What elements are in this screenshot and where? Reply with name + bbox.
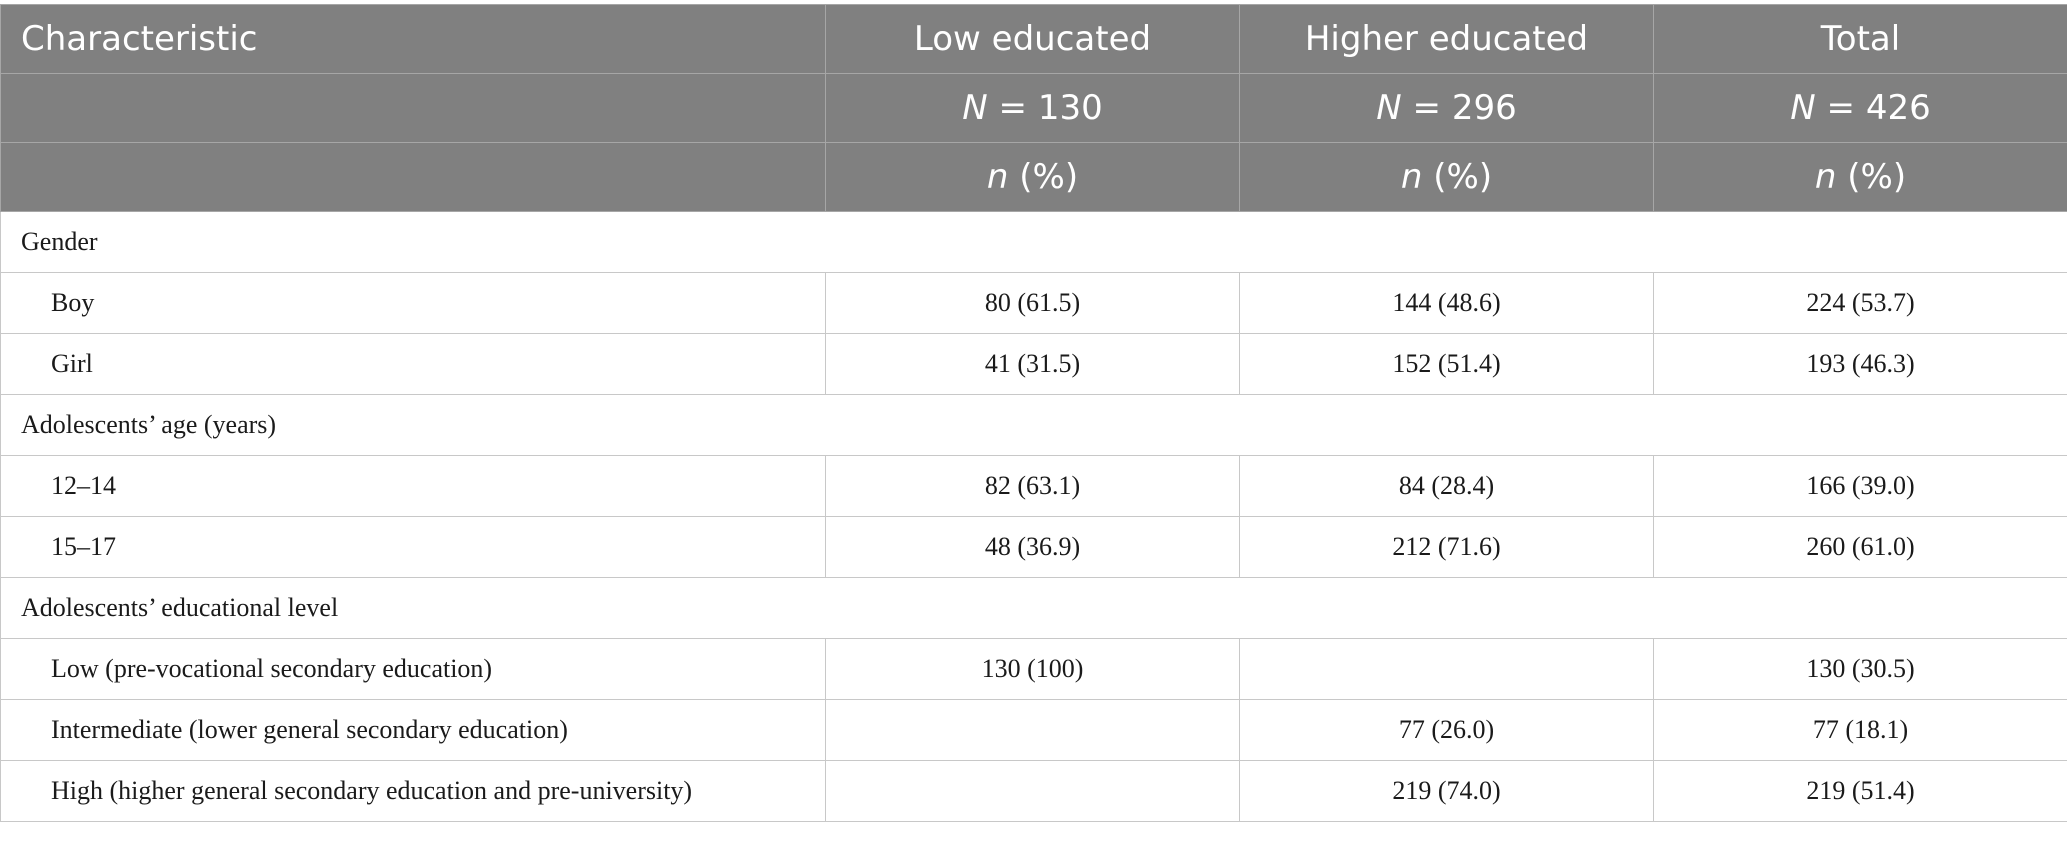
cell-low xyxy=(825,760,1240,822)
cell-low: 82 (63.1) xyxy=(825,455,1240,517)
cell-higher: 144 (48.6) xyxy=(1239,272,1654,334)
cell-low: 41 (31.5) xyxy=(825,333,1240,395)
header-characteristic: Characteristic xyxy=(0,4,826,74)
table-container: Characteristic Low educated Higher educa… xyxy=(0,4,2067,822)
n-symbol: N xyxy=(1376,88,1402,128)
n-symbol: N xyxy=(962,88,988,128)
header-n-empty xyxy=(0,73,826,143)
cell-higher: 84 (28.4) xyxy=(1239,455,1654,517)
cell-total: 224 (53.7) xyxy=(1653,272,2067,334)
header-n-higher: N = 296 xyxy=(1239,73,1654,143)
pct-label: (%) xyxy=(1008,157,1079,197)
table-row: Intermediate (lower general secondary ed… xyxy=(0,699,2067,761)
table-row: Boy 80 (61.5) 144 (48.6) 224 (53.7) xyxy=(0,272,2067,334)
cell-total: 260 (61.0) xyxy=(1653,516,2067,578)
row-label: 15–17 xyxy=(0,516,826,578)
header-pct-empty xyxy=(0,142,826,212)
header-n-total: N = 426 xyxy=(1653,73,2067,143)
header-row-n: N = 130 N = 296 N = 426 xyxy=(0,73,2067,143)
row-label: Intermediate (lower general secondary ed… xyxy=(0,699,826,761)
cell-total: 166 (39.0) xyxy=(1653,455,2067,517)
table-row: 15–17 48 (36.9) 212 (71.6) 260 (61.0) xyxy=(0,516,2067,578)
header-pct-higher: n (%) xyxy=(1239,142,1654,212)
section-title: Gender xyxy=(0,211,2067,273)
cell-higher xyxy=(1239,638,1654,700)
cell-higher: 77 (26.0) xyxy=(1239,699,1654,761)
pct-label: (%) xyxy=(1422,157,1493,197)
n-symbol: n xyxy=(1400,157,1423,197)
section-title: Adolescents’ educational level xyxy=(0,577,2067,639)
row-label: Low (pre-vocational secondary education) xyxy=(0,638,826,700)
n-symbol: n xyxy=(986,157,1009,197)
header-pct-low: n (%) xyxy=(825,142,1240,212)
header-n-low: N = 130 xyxy=(825,73,1240,143)
header-total: Total xyxy=(1653,4,2067,74)
row-label: Girl xyxy=(0,333,826,395)
section-row-education: Adolescents’ educational level xyxy=(0,577,2067,639)
section-row-gender: Gender xyxy=(0,211,2067,273)
header-low-educated: Low educated xyxy=(825,4,1240,74)
cell-higher: 212 (71.6) xyxy=(1239,516,1654,578)
cell-higher: 152 (51.4) xyxy=(1239,333,1654,395)
table-row: Girl 41 (31.5) 152 (51.4) 193 (46.3) xyxy=(0,333,2067,395)
header-row-titles: Characteristic Low educated Higher educa… xyxy=(0,4,2067,74)
section-row-age: Adolescents’ age (years) xyxy=(0,394,2067,456)
n-value: = 296 xyxy=(1401,88,1517,128)
cell-higher: 219 (74.0) xyxy=(1239,760,1654,822)
characteristics-table: Characteristic Low educated Higher educa… xyxy=(0,4,2067,822)
section-title: Adolescents’ age (years) xyxy=(0,394,2067,456)
cell-low: 80 (61.5) xyxy=(825,272,1240,334)
table-row: High (higher general secondary education… xyxy=(0,760,2067,822)
row-label: 12–14 xyxy=(0,455,826,517)
cell-low: 48 (36.9) xyxy=(825,516,1240,578)
pct-label: (%) xyxy=(1836,157,1907,197)
n-symbol: N xyxy=(1790,88,1816,128)
table-row: Low (pre-vocational secondary education)… xyxy=(0,638,2067,700)
cell-total: 130 (30.5) xyxy=(1653,638,2067,700)
cell-low xyxy=(825,699,1240,761)
header-row-percent: n (%) n (%) n (%) xyxy=(0,142,2067,212)
n-symbol: n xyxy=(1814,157,1837,197)
table-row: 12–14 82 (63.1) 84 (28.4) 166 (39.0) xyxy=(0,455,2067,517)
n-value: = 426 xyxy=(1815,88,1931,128)
cell-total: 193 (46.3) xyxy=(1653,333,2067,395)
row-label: Boy xyxy=(0,272,826,334)
row-label: High (higher general secondary education… xyxy=(0,760,826,822)
cell-total: 77 (18.1) xyxy=(1653,699,2067,761)
n-value: = 130 xyxy=(987,88,1103,128)
header-higher-educated: Higher educated xyxy=(1239,4,1654,74)
cell-total: 219 (51.4) xyxy=(1653,760,2067,822)
table-header: Characteristic Low educated Higher educa… xyxy=(0,4,2067,212)
header-pct-total: n (%) xyxy=(1653,142,2067,212)
table-body: Gender Boy 80 (61.5) 144 (48.6) 224 (53.… xyxy=(0,211,2067,822)
cell-low: 130 (100) xyxy=(825,638,1240,700)
